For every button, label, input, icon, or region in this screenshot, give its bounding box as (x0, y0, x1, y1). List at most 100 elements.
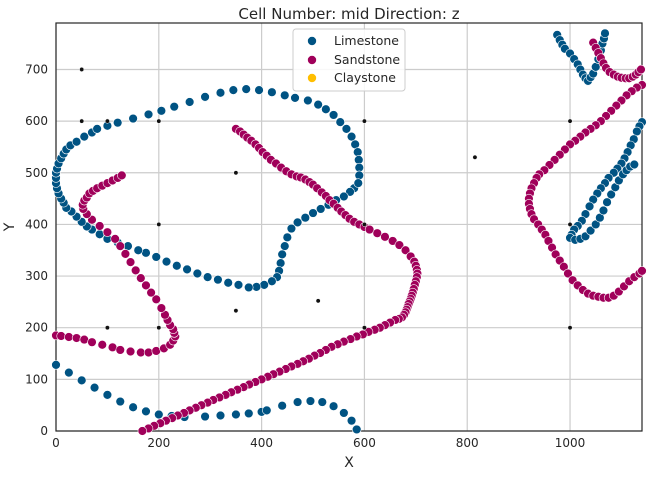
x-tick-label: 800 (456, 436, 479, 450)
y-tick-label: 100 (25, 372, 48, 386)
data-point (292, 217, 303, 228)
data-point (136, 273, 146, 283)
x-tick-label: 1000 (555, 436, 586, 450)
y-axis-label: Y (2, 222, 18, 232)
data-point (303, 95, 313, 106)
data-point (328, 401, 339, 411)
data-point (286, 223, 297, 234)
marker-point (79, 67, 85, 72)
data-point (169, 101, 179, 112)
marker-point (104, 325, 110, 331)
data-point (244, 282, 254, 293)
data-point (115, 345, 125, 355)
data-point (280, 90, 290, 101)
data-point (267, 87, 277, 97)
data-point (305, 396, 316, 406)
marker-point (567, 221, 573, 227)
marker-point (567, 118, 573, 124)
data-point (339, 408, 349, 418)
data-point (161, 256, 172, 267)
data-point (146, 287, 156, 298)
data-point (172, 261, 182, 271)
data-point (202, 272, 213, 282)
data-point (316, 204, 326, 214)
data-point (244, 408, 254, 419)
data-point (151, 252, 161, 262)
data-point (71, 333, 82, 343)
data-point (354, 170, 364, 181)
data-point (141, 406, 151, 417)
x-tick-label: 400 (250, 436, 273, 450)
data-point (125, 257, 136, 267)
legend-marker-limestone (307, 36, 317, 46)
data-point (233, 280, 244, 290)
marker-point (315, 298, 321, 304)
tick-labels: 0 200 400 600 800 1000 0 100 200 300 400 500 600 700 (25, 62, 585, 450)
data-point (133, 245, 143, 255)
marker-point (361, 118, 367, 124)
marker-point (361, 325, 367, 331)
marker-point (472, 154, 478, 160)
data-point (97, 340, 107, 350)
data-point (56, 331, 66, 341)
data-point (636, 64, 646, 75)
data-point (394, 240, 405, 250)
data-point (241, 84, 251, 94)
data-point (213, 274, 223, 285)
x-tick-label: 0 (52, 436, 60, 450)
data-point (584, 201, 595, 212)
marker-point (104, 118, 110, 124)
data-point (280, 241, 290, 251)
data-point (346, 131, 357, 142)
data-point (372, 228, 382, 238)
series-markers (79, 67, 573, 331)
data-point (143, 109, 154, 120)
plot-frame (55, 22, 643, 432)
data-point (125, 346, 136, 357)
data-point (102, 227, 113, 237)
data-point (352, 424, 362, 435)
marker-point (156, 325, 162, 331)
data-point (585, 225, 596, 236)
marker-point (156, 221, 162, 227)
data-point (339, 191, 349, 202)
data-point (156, 303, 167, 313)
data-point (282, 232, 293, 243)
data-point (259, 280, 269, 290)
series-limestone (51, 28, 647, 435)
legend-box (292, 28, 406, 92)
legend-marker-sandstone (307, 55, 317, 65)
y-tick-label: 400 (25, 217, 48, 231)
data-point (606, 189, 616, 200)
legend-label-limestone: Limestone (334, 33, 399, 48)
data-point (141, 280, 151, 291)
data-point (130, 265, 141, 276)
data-point (341, 124, 352, 134)
marker-point (156, 118, 162, 124)
data-point (598, 205, 609, 216)
data-point (353, 147, 363, 157)
legend-marker-claystone (307, 73, 317, 83)
marker-point (567, 325, 573, 331)
x-tick-label: 200 (147, 436, 170, 450)
data-point (321, 104, 331, 114)
data-point (335, 117, 345, 127)
data-point (156, 106, 167, 116)
data-point (317, 397, 327, 407)
data-point (89, 382, 100, 393)
data-point (275, 258, 286, 268)
data-point (215, 410, 226, 421)
marker-point (233, 170, 239, 176)
data-point (184, 97, 195, 107)
data-point (629, 159, 639, 170)
data-point (262, 405, 272, 416)
data-point (559, 262, 569, 272)
data-point (591, 219, 601, 230)
data-point (92, 124, 102, 134)
y-tick-label: 700 (25, 62, 48, 76)
chart-title: Cell Number: mid Direction: z (238, 5, 459, 23)
data-point (328, 110, 339, 120)
data-point (115, 241, 125, 251)
data-point (300, 213, 311, 223)
